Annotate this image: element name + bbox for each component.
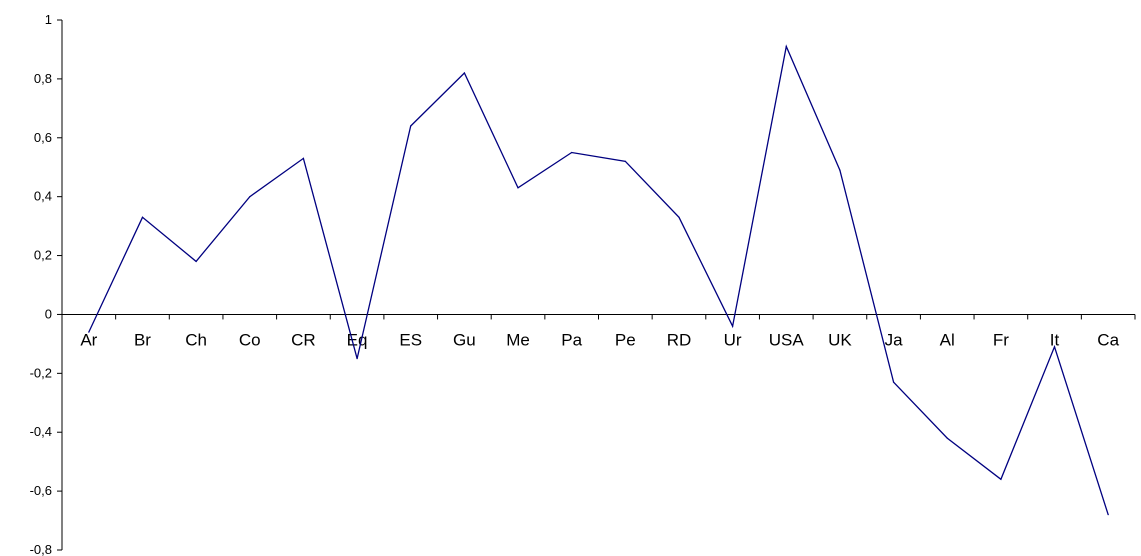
y-tick-label: 0 (45, 306, 52, 321)
x-tick-label: Ja (885, 330, 904, 349)
data-point (517, 187, 519, 189)
x-tick-label: Ur (724, 330, 742, 349)
y-tick-label: 0,4 (34, 189, 52, 204)
x-tick-label: Br (134, 330, 151, 349)
x-tick-label: It (1050, 330, 1060, 349)
data-point (892, 381, 895, 383)
x-tick-label: RD (667, 330, 692, 349)
x-tick-label: Fr (993, 330, 1009, 349)
x-tick-label: Ch (185, 330, 207, 349)
x-tick-label: Gu (453, 330, 476, 349)
data-point (88, 331, 90, 333)
y-tick-label: -0,8 (30, 542, 52, 556)
data-point (463, 72, 465, 74)
y-tick-label: 0,2 (34, 248, 52, 263)
data-point (1000, 478, 1002, 480)
data-point (249, 196, 251, 198)
data-point (624, 160, 626, 162)
x-tick-label: Co (239, 330, 261, 349)
x-tick-label: UK (828, 330, 852, 349)
data-point (141, 216, 144, 218)
data-point (571, 151, 573, 154)
data-point (410, 125, 412, 127)
x-tick-label: Me (506, 330, 530, 349)
data-point (1053, 346, 1056, 348)
y-tick-label: -0,2 (30, 365, 52, 380)
x-tick-label: ES (399, 330, 422, 349)
x-tick-label: Al (940, 330, 955, 349)
data-point (302, 157, 305, 159)
y-axis: -0,8 -0,6 -0,4 -0,2 0 0,2 0,4 0,6 0,8 1 (30, 12, 63, 556)
x-tick-label: Pa (561, 330, 582, 349)
data-point (678, 216, 680, 218)
y-tick-label: 0,6 (34, 130, 52, 145)
x-tick-label: USA (769, 330, 805, 349)
data-point (946, 437, 948, 439)
data-point (1107, 514, 1109, 516)
y-tick-label: 0,8 (34, 71, 52, 86)
x-tick-label: CR (291, 330, 316, 349)
y-tick-label: -0,4 (30, 424, 52, 439)
x-tick-label: Ca (1097, 330, 1119, 349)
series-layer (88, 44, 1109, 516)
data-point (839, 169, 841, 171)
x-axis: Ar Br Ch Co CR Eq ES Gu Me Pa Pe RD Ur USA UK Ja Al Fr It C… (61, 313, 1136, 349)
data-point (732, 325, 734, 327)
data-point (195, 260, 197, 263)
series-line (88, 44, 1109, 515)
data-point (356, 358, 358, 360)
y-tick-label: -0,6 (30, 483, 52, 498)
y-tick-label: 1 (45, 12, 52, 27)
data-point (785, 45, 787, 48)
x-tick-label: Ar (80, 330, 97, 349)
x-tick-label: Pe (615, 330, 636, 349)
